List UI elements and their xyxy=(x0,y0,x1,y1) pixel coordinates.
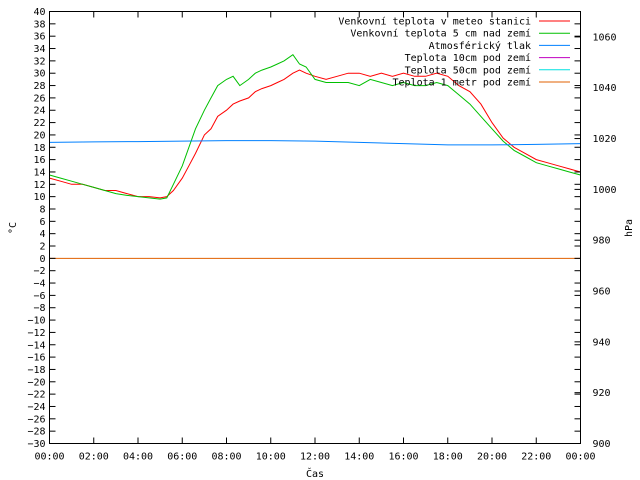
y-tick-label: −30 xyxy=(27,439,45,450)
y-tick-label: 34 xyxy=(33,44,45,55)
x-tick-label: 10:00 xyxy=(256,452,286,463)
y-tick-label: −28 xyxy=(27,427,45,438)
y2-tick-label: 940 xyxy=(593,337,611,348)
left-axis: −30−28−26−24−22−20−18−16−14−12−10−8−6−4−… xyxy=(27,7,581,450)
legend-label: Venkovní teplota 5 cm nad zemí xyxy=(350,28,531,40)
y2-tick-label: 900 xyxy=(593,439,611,450)
legend-label: Atmosférický tlak xyxy=(429,40,531,52)
right-axis: 900 920 940 960 980 1000 1020 1040 1060 xyxy=(574,32,617,450)
series-line-2 xyxy=(49,140,581,146)
series-line-1 xyxy=(49,54,581,200)
x-tick-label: 00:00 xyxy=(34,452,64,463)
y-tick-label: −18 xyxy=(27,365,45,376)
x-tick-label: 16:00 xyxy=(388,452,418,463)
y-tick-label: 18 xyxy=(33,143,45,154)
legend-label: Teplota 50cm pod zemí xyxy=(405,64,531,76)
legend-label: Teplota 1 metr pod zemí xyxy=(393,77,531,89)
y-tick-label: −20 xyxy=(27,377,45,388)
y-tick-label: 26 xyxy=(33,93,45,104)
x-tick-label: 22:00 xyxy=(521,452,551,463)
y2-tick-label: 1040 xyxy=(593,83,617,94)
legend-label: Venkovní teplota v meteo stanici xyxy=(338,16,531,28)
y-tick-label: −16 xyxy=(27,353,45,364)
y-tick-label: −24 xyxy=(27,402,45,413)
y-tick-label: 12 xyxy=(33,180,45,191)
y-tick-label: 28 xyxy=(33,81,45,92)
y-tick-label: 0 xyxy=(39,254,45,265)
y-tick-label: −6 xyxy=(33,291,45,302)
plot-lines xyxy=(49,54,581,259)
y-tick-label: −2 xyxy=(33,266,45,277)
y-tick-label: −4 xyxy=(33,279,45,290)
x-tick-label: 00:00 xyxy=(565,452,595,463)
legend-label: Teplota 10cm pod zemí xyxy=(405,52,531,64)
y2-tick-label: 980 xyxy=(593,236,611,247)
y2-tick-label: 1060 xyxy=(593,32,617,43)
y-tick-label: 10 xyxy=(33,192,45,203)
y-tick-label: −12 xyxy=(27,328,45,339)
x-tick-label: 14:00 xyxy=(344,452,374,463)
y-tick-label: 24 xyxy=(33,106,45,117)
y-tick-label: 2 xyxy=(39,242,45,253)
x-tick-label: 02:00 xyxy=(79,452,109,463)
y-tick-label: 22 xyxy=(33,118,45,129)
y2-tick-label: 1020 xyxy=(593,134,617,145)
x-tick-label: 20:00 xyxy=(477,452,507,463)
y-axis-label: °C xyxy=(8,222,19,234)
x-tick-label: 18:00 xyxy=(433,452,463,463)
y-tick-label: 30 xyxy=(33,69,45,80)
y-tick-label: 8 xyxy=(39,204,45,215)
y-tick-label: 40 xyxy=(33,7,45,18)
x-axis: 00:00 02:00 04:00 06:00 08:00 10:00 12:00 14:00… xyxy=(34,11,596,463)
y-tick-label: 36 xyxy=(33,32,45,43)
y2-tick-label: 960 xyxy=(593,287,611,298)
y-tick-label: −22 xyxy=(27,390,45,401)
y-tick-label: −8 xyxy=(33,303,45,314)
y2-tick-label: 920 xyxy=(593,388,611,399)
legend: Venkovní teplota v meteo staniciVenkovní… xyxy=(338,16,570,89)
x-tick-label: 08:00 xyxy=(211,452,241,463)
y-tick-label: 14 xyxy=(33,167,45,178)
x-tick-label: 06:00 xyxy=(167,452,197,463)
y-tick-label: 4 xyxy=(39,229,45,240)
y-tick-label: 38 xyxy=(33,19,45,30)
y-tick-label: 6 xyxy=(39,217,45,228)
y2-tick-label: 1000 xyxy=(593,185,617,196)
series-line-0 xyxy=(49,69,581,199)
x-tick-label: 04:00 xyxy=(123,452,153,463)
x-axis-label: Čas xyxy=(306,467,324,480)
x-tick-label: 12:00 xyxy=(300,452,330,463)
y-tick-label: 20 xyxy=(33,130,45,141)
y2-axis-label: hPa xyxy=(624,219,635,237)
y-tick-label: −26 xyxy=(27,414,45,425)
y-tick-label: −10 xyxy=(27,316,45,327)
y-tick-label: 16 xyxy=(33,155,45,166)
y-tick-label: 32 xyxy=(33,56,45,67)
y-tick-label: −14 xyxy=(27,340,45,351)
